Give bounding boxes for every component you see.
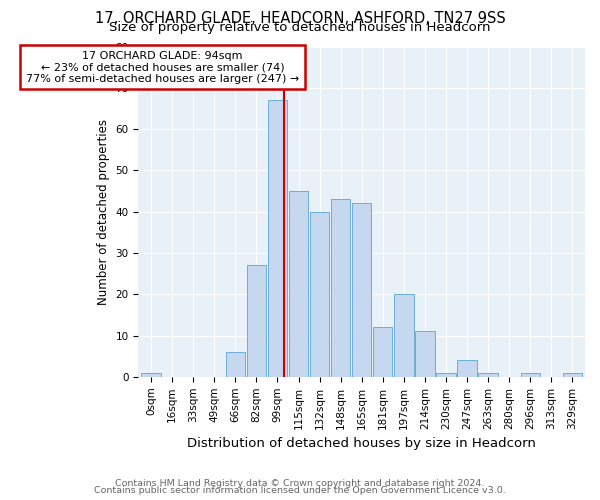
Text: 17, ORCHARD GLADE, HEADCORN, ASHFORD, TN27 9SS: 17, ORCHARD GLADE, HEADCORN, ASHFORD, TN… [95,11,505,26]
Text: 17 ORCHARD GLADE: 94sqm
← 23% of detached houses are smaller (74)
77% of semi-de: 17 ORCHARD GLADE: 94sqm ← 23% of detache… [26,50,299,84]
Bar [394,294,413,377]
Bar [352,204,371,377]
Text: Size of property relative to detached houses in Headcorn: Size of property relative to detached ho… [109,21,491,34]
Bar [310,212,329,377]
Bar [247,266,266,377]
Bar [268,100,287,377]
Bar [373,328,392,377]
Text: Contains public sector information licensed under the Open Government Licence v3: Contains public sector information licen… [94,486,506,495]
Bar [457,360,477,377]
Bar [142,372,161,377]
Text: Contains HM Land Registry data © Crown copyright and database right 2024.: Contains HM Land Registry data © Crown c… [115,478,485,488]
Bar [331,200,350,377]
Bar [289,191,308,377]
Bar [226,352,245,377]
Y-axis label: Number of detached properties: Number of detached properties [97,118,110,304]
X-axis label: Distribution of detached houses by size in Headcorn: Distribution of detached houses by size … [187,437,536,450]
Bar [478,372,498,377]
Bar [415,332,434,377]
Bar [563,372,582,377]
Bar [436,372,455,377]
Bar [521,372,540,377]
